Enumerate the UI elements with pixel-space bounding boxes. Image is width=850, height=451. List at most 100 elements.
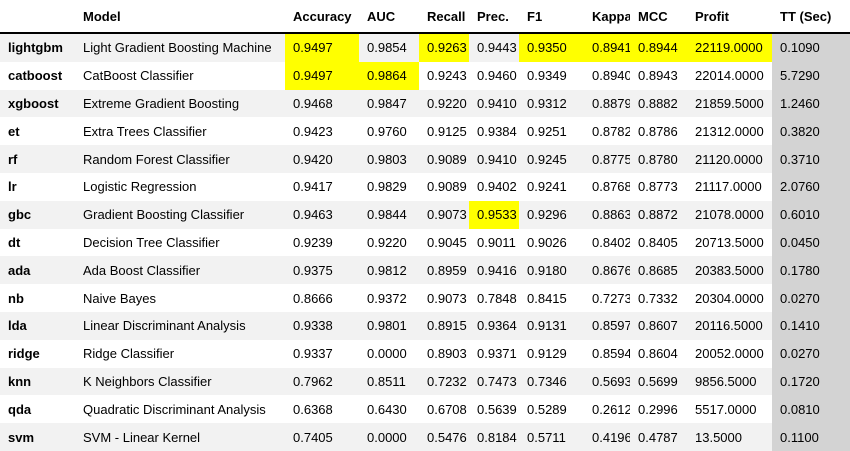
metric-cell-profit: 20052.0000 <box>695 346 764 362</box>
metric-cell-accuracy: 0.7405 <box>293 429 333 445</box>
metric-cell-prec: 0.9410 <box>477 95 517 111</box>
metric-cell-kappa: 0.8941 <box>584 33 630 62</box>
metric-cell-tt: 0.1410 <box>772 311 850 340</box>
row-index-label: knn <box>8 373 32 389</box>
column-header-mcc: MCC <box>630 0 687 34</box>
metric-cell-prec: 0.7473 <box>477 373 517 389</box>
metric-cell-prec: 0.7848 <box>477 290 517 306</box>
metric-cell-tt: 0.6010 <box>772 200 850 229</box>
table-row: ada Ada Boost Classifier 0.9375 0.9812 0.895… <box>0 256 850 285</box>
metric-cell-mcc: 0.8943 <box>638 68 678 84</box>
model-name-cell: Extreme Gradient Boosting <box>83 95 240 111</box>
table-header: Model Accuracy AUC Recall Prec. F1 Kappa… <box>0 0 850 34</box>
metric-cell-accuracy: 0.7962 <box>293 373 333 389</box>
column-header-index <box>0 0 75 34</box>
metric-cell-accuracy: 0.9423 <box>293 123 333 139</box>
metric-cell-kappa: 0.8782 <box>592 123 630 139</box>
model-name-cell: K Neighbors Classifier <box>83 373 212 389</box>
model-name-cell: SVM - Linear Kernel <box>83 429 201 445</box>
table-row: lda Linear Discriminant Analysis 0.9338 0.9… <box>0 311 850 340</box>
metric-cell-recall: 0.8903 <box>427 346 467 362</box>
metric-cell-kappa: 0.8863 <box>592 207 630 223</box>
metric-cell-recall: 0.8959 <box>427 262 467 278</box>
metric-cell-accuracy: 0.9497 <box>285 61 359 90</box>
metric-cell-accuracy: 0.9337 <box>293 346 333 362</box>
metric-cell-recall: 0.5476 <box>427 429 467 445</box>
metric-cell-profit: 20304.0000 <box>695 290 764 306</box>
table-row: lightgbm Light Gradient Boosting Machine 0… <box>0 33 850 62</box>
metric-cell-tt: 1.2460 <box>772 89 850 118</box>
table-row: qda Quadratic Discriminant Analysis 0.6368… <box>0 395 850 424</box>
metric-cell-f1: 0.9296 <box>527 207 567 223</box>
metric-cell-kappa: 0.8879 <box>592 95 630 111</box>
model-name-cell: Gradient Boosting Classifier <box>83 207 245 223</box>
row-index-label: qda <box>8 401 32 417</box>
metric-cell-recall: 0.7232 <box>427 373 467 389</box>
metric-cell-recall: 0.9125 <box>427 123 467 139</box>
table-row: et Extra Trees Classifier 0.9423 0.9760 0.91… <box>0 117 850 146</box>
metric-cell-f1: 0.9251 <box>527 123 567 139</box>
model-name-cell: Random Forest Classifier <box>83 151 230 167</box>
metric-cell-mcc: 0.8786 <box>638 123 678 139</box>
metric-cell-recall: 0.9073 <box>427 290 467 306</box>
metric-cell-f1: 0.9131 <box>527 318 567 334</box>
model-name-cell: Ridge Classifier <box>83 346 175 362</box>
metric-cell-profit: 5517.0000 <box>695 401 757 417</box>
metric-cell-f1: 0.9312 <box>527 95 567 111</box>
table-row: dt Decision Tree Classifier 0.9239 0.9220 0.… <box>0 228 850 257</box>
metric-cell-mcc: 0.8773 <box>638 179 678 195</box>
metric-cell-tt: 5.7290 <box>772 61 850 90</box>
metric-cell-accuracy: 0.9417 <box>293 179 333 195</box>
metric-cell-tt: 0.3710 <box>772 145 850 173</box>
metric-cell-kappa: 0.8768 <box>592 179 630 195</box>
metric-cell-kappa: 0.8594 <box>592 346 630 362</box>
column-header-auc: AUC <box>359 0 419 34</box>
metric-cell-f1: 0.9180 <box>527 262 567 278</box>
metric-cell-accuracy: 0.6368 <box>293 401 333 417</box>
column-header-kappa: Kappa <box>584 0 630 34</box>
metric-cell-kappa: 0.8940 <box>592 68 630 84</box>
table-row: xgboost Extreme Gradient Boosting 0.9468 0.… <box>0 89 850 118</box>
metric-cell-profit: 22119.0000 <box>687 33 772 62</box>
metric-cell-tt: 0.0270 <box>772 339 850 368</box>
table-row: ridge Ridge Classifier 0.9337 0.0000 0.8903 0… <box>0 339 850 368</box>
metric-cell-profit: 9856.5000 <box>695 373 757 389</box>
model-name-cell: Linear Discriminant Analysis <box>83 318 246 334</box>
row-index-label: et <box>8 123 20 139</box>
row-index-label: dt <box>8 234 21 250</box>
table-row: lr Logistic Regression 0.9417 0.9829 0.9089 0… <box>0 172 850 201</box>
metric-cell-accuracy: 0.9420 <box>293 151 333 167</box>
metric-cell-profit: 21859.5000 <box>695 95 764 111</box>
metric-cell-tt: 0.1720 <box>772 367 850 396</box>
metric-cell-mcc: 0.8607 <box>638 318 678 334</box>
column-header-profit: Profit <box>687 0 772 34</box>
model-name-cell: Quadratic Discriminant Analysis <box>83 401 266 417</box>
metric-cell-accuracy: 0.9338 <box>293 318 333 334</box>
model-name-cell: Ada Boost Classifier <box>83 262 201 278</box>
model-name-cell: Logistic Regression <box>83 179 197 195</box>
metric-cell-auc: 0.9864 <box>359 61 419 90</box>
row-index-label: svm <box>8 429 35 445</box>
column-header-recall: Recall <box>419 0 469 34</box>
metric-cell-recall: 0.9073 <box>427 207 467 223</box>
metric-cell-prec: 0.9402 <box>477 179 517 195</box>
table-row: catboost CatBoost Classifier 0.9497 0.9864 0… <box>0 61 850 90</box>
metric-cell-tt: 2.0760 <box>772 172 850 201</box>
metric-cell-auc: 0.9801 <box>367 318 407 334</box>
metric-cell-mcc: 0.8780 <box>638 151 678 167</box>
metric-cell-kappa: 0.2612 <box>592 401 630 417</box>
model-name-cell: Extra Trees Classifier <box>83 123 207 139</box>
metric-cell-recall: 0.9220 <box>427 95 467 111</box>
metric-cell-accuracy: 0.9239 <box>293 234 333 250</box>
row-index-label: lda <box>8 318 27 334</box>
metric-cell-f1: 0.9026 <box>527 234 567 250</box>
metric-cell-accuracy: 0.9463 <box>293 207 333 223</box>
metric-cell-auc: 0.9803 <box>367 151 407 167</box>
table-row: rf Random Forest Classifier 0.9420 0.9803 0.… <box>0 145 850 173</box>
metric-cell-prec: 0.9371 <box>477 346 517 362</box>
metric-cell-tt: 0.0450 <box>772 228 850 257</box>
model-name-cell: Naive Bayes <box>83 290 156 306</box>
metric-cell-profit: 21078.0000 <box>695 207 764 223</box>
metric-cell-kappa: 0.8676 <box>592 262 630 278</box>
